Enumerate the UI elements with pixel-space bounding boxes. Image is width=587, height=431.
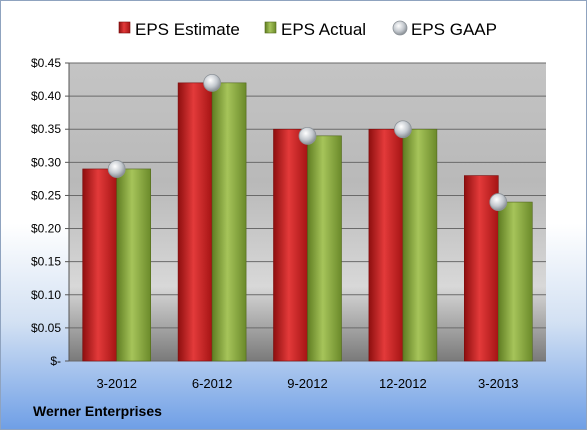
legend-swatch <box>118 21 131 34</box>
x-axis: 3-2012 6-2012 9-2012 12-2012 3-2013 <box>96 376 518 391</box>
y-tick-label: $0.15 <box>31 255 61 269</box>
bar-eps-actual <box>307 135 342 362</box>
x-tick-label: 3-2013 <box>478 376 518 391</box>
legend: EPS Estimate EPS Actual EPS GAAP <box>118 20 497 39</box>
y-tick-label: $0.20 <box>31 222 61 236</box>
y-tick-label: $0.05 <box>31 321 61 335</box>
marker-eps-gaap <box>203 73 222 92</box>
x-tick-label: 9-2012 <box>287 376 327 391</box>
marker-eps-gaap <box>393 120 412 139</box>
legend-label: EPS Estimate <box>135 20 240 39</box>
legend-label: EPS GAAP <box>411 20 497 39</box>
bar-eps-estimate <box>177 82 213 362</box>
x-tick-label: 12-2012 <box>379 376 427 391</box>
marker-eps-gaap <box>107 160 126 178</box>
y-tick-label: $0.10 <box>31 288 61 302</box>
bar-eps-estimate <box>82 168 117 362</box>
gaap-markers <box>107 73 508 211</box>
bar-eps-actual <box>497 201 533 362</box>
marker-eps-gaap <box>489 193 508 211</box>
company-label: Werner Enterprises <box>33 403 162 419</box>
bars <box>82 82 533 362</box>
y-tick-label: $0.45 <box>31 56 61 70</box>
legend-marker <box>392 20 408 36</box>
bar-eps-actual <box>402 128 438 362</box>
legend-swatch <box>264 21 277 34</box>
y-axis: $- $0.05 $0.10 $0.15 $0.20 $0.25 $0.30 $0.35 $0.… <box>31 56 70 368</box>
bar-eps-estimate <box>368 128 404 362</box>
y-tick-label: $0.30 <box>31 155 61 169</box>
y-tick-label: $0.40 <box>31 89 61 103</box>
bar-eps-estimate <box>273 128 308 362</box>
bar-eps-actual <box>211 82 247 362</box>
legend-label: EPS Actual <box>281 20 366 39</box>
marker-eps-gaap <box>298 126 317 145</box>
y-tick-label: $0.25 <box>31 188 61 202</box>
bar-eps-actual <box>116 168 151 362</box>
x-tick-label: 3-2012 <box>96 376 136 391</box>
y-tick-label: $- <box>50 354 61 368</box>
y-tick-label: $0.35 <box>31 122 61 136</box>
x-tick-label: 6-2012 <box>192 376 232 391</box>
